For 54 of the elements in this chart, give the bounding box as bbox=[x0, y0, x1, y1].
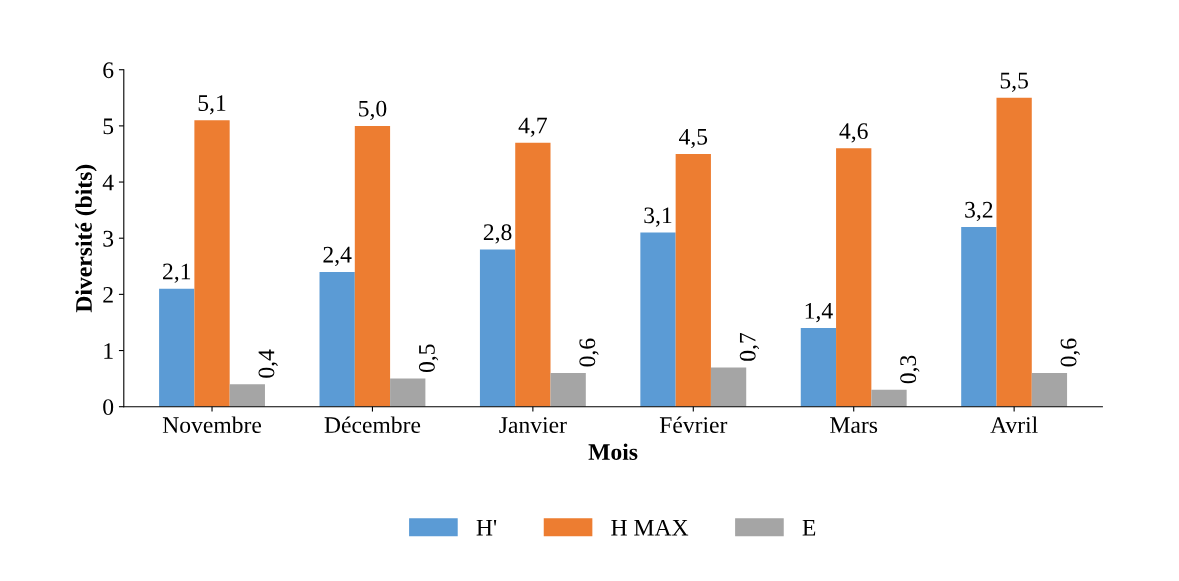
bar bbox=[836, 148, 872, 407]
y-tick-label: 1 bbox=[104, 343, 113, 359]
data-label: 3,2 bbox=[965, 201, 993, 222]
y-tick-label: 4 bbox=[102, 174, 114, 191]
data-label: 3,1 bbox=[644, 207, 672, 227]
x-axis-title: Mois bbox=[588, 443, 638, 461]
bar bbox=[354, 125, 391, 407]
bar bbox=[961, 226, 997, 407]
y-tick-label: 6 bbox=[103, 62, 114, 79]
bar bbox=[479, 249, 516, 407]
bar bbox=[319, 271, 355, 407]
bar bbox=[640, 232, 676, 407]
bar bbox=[550, 373, 586, 407]
x-tick-label: Décembre bbox=[324, 416, 421, 434]
x-tick-label: Février bbox=[659, 416, 728, 434]
y-tick-label: 0 bbox=[103, 399, 114, 416]
data-label: 5,5 bbox=[1000, 72, 1028, 92]
bar bbox=[1031, 373, 1068, 407]
bar bbox=[159, 288, 195, 407]
bar bbox=[515, 142, 551, 407]
bar bbox=[229, 384, 265, 407]
y-tick-label: 5 bbox=[103, 118, 114, 135]
x-tick-label: Avril bbox=[990, 416, 1038, 434]
legend-label: E bbox=[802, 520, 816, 536]
data-label: 4,7 bbox=[518, 117, 547, 137]
data-label: 5,1 bbox=[198, 95, 226, 115]
data-label: 0,5 bbox=[418, 344, 439, 373]
data-label: 2,4 bbox=[323, 246, 352, 267]
data-label: 0,7 bbox=[739, 332, 760, 361]
data-label: 2,8 bbox=[483, 224, 512, 244]
data-label: 2,1 bbox=[163, 263, 191, 283]
bar bbox=[194, 120, 230, 407]
legend-label: H MAX bbox=[611, 519, 689, 536]
data-label: 0,6 bbox=[579, 338, 599, 367]
data-label: 5,0 bbox=[359, 100, 387, 120]
bar bbox=[800, 328, 837, 407]
bar bbox=[675, 153, 711, 407]
x-tick-label: Mars bbox=[830, 417, 878, 434]
bar bbox=[710, 367, 747, 407]
bar bbox=[390, 378, 426, 407]
y-tick-label: 3 bbox=[103, 230, 114, 247]
bar bbox=[871, 389, 907, 407]
legend-label: H' bbox=[476, 520, 497, 536]
data-label: 0,4 bbox=[258, 349, 278, 378]
y-axis-title: Diversité (bits) bbox=[75, 164, 97, 313]
data-label: 1,4 bbox=[805, 302, 833, 323]
y-tick-label: 2 bbox=[103, 286, 113, 303]
data-label: 0,6 bbox=[1060, 338, 1080, 367]
data-label: 4,5 bbox=[678, 128, 708, 149]
data-label: 0,3 bbox=[900, 355, 920, 384]
data-label: 4,6 bbox=[839, 123, 868, 143]
x-tick-label: Novembre bbox=[162, 416, 262, 434]
bar bbox=[996, 97, 1032, 407]
x-tick-label: Janvier bbox=[499, 417, 567, 434]
